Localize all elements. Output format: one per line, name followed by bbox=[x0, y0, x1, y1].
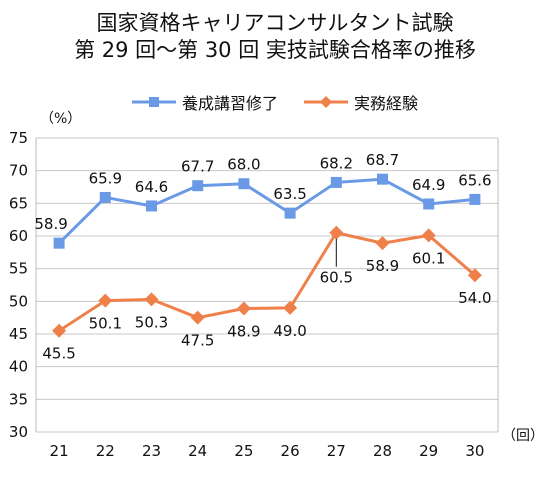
data-label: 48.9 bbox=[227, 323, 260, 341]
data-point-square bbox=[469, 193, 481, 205]
legend-item-series-1: 養成講習修了 bbox=[131, 90, 278, 114]
data-label: 50.1 bbox=[89, 315, 122, 333]
x-tick-label: 24 bbox=[188, 442, 207, 460]
data-label: 67.7 bbox=[181, 158, 214, 176]
data-label: 63.5 bbox=[273, 185, 306, 203]
data-point-square bbox=[238, 178, 250, 190]
data-point-diamond bbox=[98, 293, 113, 308]
data-point-diamond bbox=[329, 225, 344, 240]
data-point-square bbox=[377, 173, 388, 185]
data-point-square bbox=[99, 191, 111, 203]
x-tick-label: 23 bbox=[142, 442, 161, 460]
x-tick-label: 26 bbox=[281, 442, 300, 460]
y-tick-label: 35 bbox=[9, 390, 28, 408]
y-tick-label: 75 bbox=[9, 129, 28, 147]
data-point-square bbox=[53, 237, 65, 249]
data-point-diamond bbox=[421, 228, 436, 243]
chart-title: 国家資格キャリアコンサルタント試験 bbox=[96, 11, 454, 35]
data-point-diamond bbox=[190, 310, 205, 325]
data-point-diamond bbox=[144, 292, 159, 307]
y-tick-label: 55 bbox=[9, 260, 28, 278]
data-point-square bbox=[146, 200, 157, 212]
data-label: 65.6 bbox=[458, 171, 491, 189]
data-label: 64.9 bbox=[412, 176, 445, 194]
data-point-square bbox=[284, 207, 296, 219]
data-point-diamond bbox=[375, 236, 390, 251]
series-line-1 bbox=[58, 177, 476, 245]
data-label: 60.5 bbox=[320, 269, 353, 287]
data-point-square bbox=[330, 176, 342, 188]
y-axis-unit-label: （%） bbox=[40, 111, 82, 127]
x-tick-label: 29 bbox=[419, 442, 438, 460]
x-tick-label: 21 bbox=[50, 442, 69, 460]
y-tick-label: 70 bbox=[9, 162, 28, 180]
legend-marker-diamond-icon bbox=[304, 96, 348, 108]
data-label: 68.0 bbox=[227, 156, 260, 174]
y-tick-label: 30 bbox=[9, 423, 28, 441]
y-tick-label: 65 bbox=[9, 194, 28, 212]
series-line-2 bbox=[58, 231, 476, 332]
legend-label-series-1: 養成講習修了 bbox=[181, 94, 278, 113]
legend: 養成講習修了 実務経験 bbox=[0, 90, 550, 114]
legend-marker-square-icon bbox=[131, 97, 176, 107]
data-label: 49.0 bbox=[273, 322, 306, 340]
data-point-diamond bbox=[467, 268, 482, 283]
legend-label-series-2: 実務経験 bbox=[354, 94, 419, 113]
chart-subtitle: 第 29 回〜第 30 回 実技試験合格率の推移 bbox=[74, 38, 476, 62]
x-tick-label: 22 bbox=[96, 442, 115, 460]
data-label: 54.0 bbox=[458, 289, 491, 307]
x-tick-label: 28 bbox=[373, 442, 392, 460]
data-point-diamond bbox=[236, 301, 251, 316]
x-axis-unit-label: （回） bbox=[502, 428, 544, 444]
legend-item-series-2: 実務経験 bbox=[304, 90, 418, 114]
data-label: 64.6 bbox=[135, 178, 168, 196]
data-label: 58.9 bbox=[366, 257, 399, 275]
x-tick-label: 25 bbox=[234, 442, 253, 460]
x-tick-label: 30 bbox=[465, 442, 484, 460]
data-label: 68.2 bbox=[320, 154, 353, 172]
data-label: 47.5 bbox=[181, 332, 214, 350]
data-label: 68.7 bbox=[366, 151, 399, 169]
data-label: 65.9 bbox=[89, 169, 122, 187]
data-label: 45.5 bbox=[42, 345, 75, 363]
data-label: 60.1 bbox=[412, 249, 445, 267]
y-tick-label: 40 bbox=[9, 358, 28, 376]
data-point-diamond bbox=[283, 300, 298, 315]
data-point-diamond bbox=[52, 323, 67, 338]
data-label: 50.3 bbox=[135, 313, 168, 331]
data-label: 58.9 bbox=[34, 215, 67, 233]
y-tick-label: 45 bbox=[9, 325, 28, 343]
x-tick-label: 27 bbox=[327, 442, 346, 460]
data-point-square bbox=[192, 180, 204, 192]
y-tick-label: 50 bbox=[9, 292, 28, 310]
y-tick-label: 60 bbox=[9, 227, 28, 245]
data-point-square bbox=[423, 198, 435, 210]
